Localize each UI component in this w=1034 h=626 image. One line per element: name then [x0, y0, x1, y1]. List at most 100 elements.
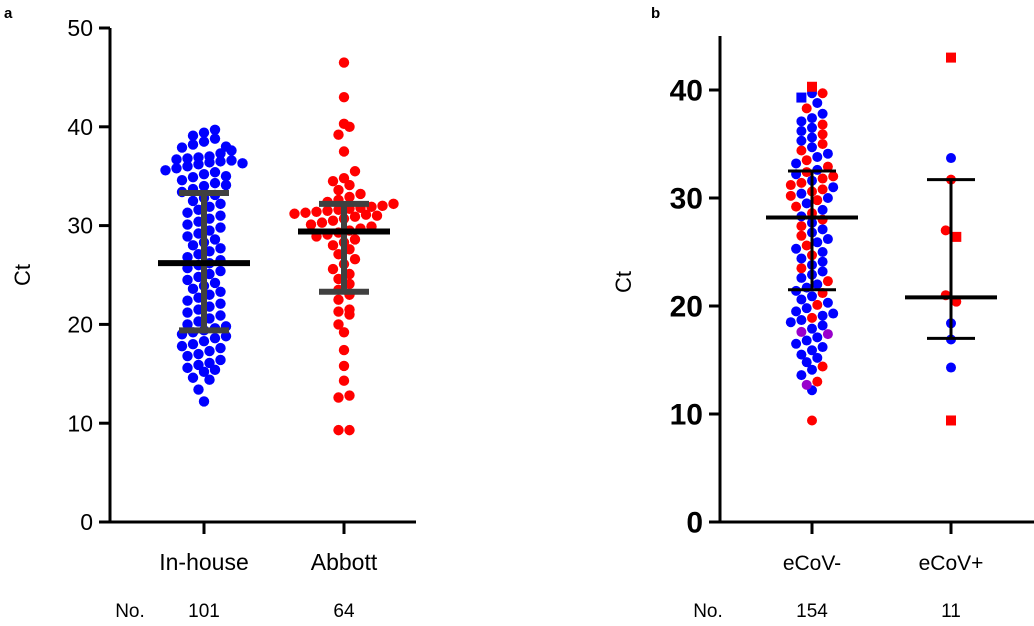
data-point [182, 295, 193, 306]
panel-a-count-inhouse: 101 [188, 601, 220, 622]
data-point [349, 166, 361, 177]
data-point [349, 211, 361, 222]
data-point [344, 424, 355, 436]
data-point [801, 155, 812, 166]
panel-b-chart: 0 10 20 30 40 eCoV-eCoV+ Ct No. 154 11 [611, 36, 1034, 622]
data-point [812, 195, 823, 206]
data-point [796, 126, 807, 137]
data-point [796, 116, 807, 127]
data-point [305, 219, 317, 230]
data-point [828, 308, 839, 319]
data-point [822, 234, 833, 245]
data-point [220, 331, 232, 342]
data-point [198, 396, 210, 407]
data-point [187, 130, 199, 141]
y-tick-label: 50 [67, 15, 93, 41]
data-point [344, 304, 355, 315]
data-point [209, 333, 221, 344]
data-point [807, 323, 817, 334]
data-point [204, 357, 215, 369]
data-point [822, 297, 833, 308]
data-point [807, 312, 817, 323]
data-point [349, 234, 361, 245]
data-point [817, 184, 828, 195]
data-point [322, 205, 333, 216]
data-point [182, 350, 193, 362]
data-point [807, 345, 817, 356]
data-point [204, 151, 215, 162]
data-point [817, 119, 828, 130]
data-point [822, 193, 833, 203]
data-point [215, 243, 226, 254]
data-point [807, 364, 817, 375]
data-point [801, 357, 812, 368]
data-point [209, 124, 221, 135]
data-point [226, 155, 237, 166]
data-point [807, 81, 817, 92]
y-tick-label: 40 [670, 75, 703, 108]
data-point [327, 175, 339, 187]
data-point [198, 180, 210, 192]
x-tick-label: eCoV+ [919, 552, 984, 575]
data-point [327, 215, 339, 226]
y-tick-label: 10 [67, 410, 93, 436]
data-point [338, 146, 350, 157]
data-point [785, 180, 796, 191]
data-point [817, 266, 828, 277]
data-point [182, 231, 193, 242]
data-point [828, 171, 839, 182]
data-point [807, 142, 817, 153]
data-point [193, 152, 204, 163]
data-point [327, 240, 339, 251]
data-point [807, 122, 817, 133]
panel-a-error-bars [158, 189, 390, 334]
data-point [333, 306, 344, 317]
data-point [817, 204, 828, 215]
panel-b-counts-label: No. [693, 601, 723, 622]
data-point [300, 207, 311, 218]
y-tick-label: 30 [670, 183, 703, 216]
data-point [812, 332, 823, 343]
data-point [377, 200, 388, 212]
data-point [349, 253, 361, 265]
data-point [187, 195, 199, 207]
data-point [785, 317, 796, 328]
data-point [176, 174, 188, 186]
data-point [812, 237, 823, 248]
y-tick-label: 10 [670, 399, 703, 432]
data-point [193, 348, 204, 360]
data-point [388, 198, 399, 210]
data-point [946, 415, 956, 426]
data-point [209, 177, 221, 189]
data-point [791, 306, 802, 317]
panel-b-x-ticks: eCoV-eCoV+ [783, 522, 984, 575]
data-point [822, 276, 833, 287]
data-point [951, 231, 962, 242]
data-point [796, 221, 807, 232]
data-point [182, 274, 193, 286]
y-tick-label: 0 [80, 509, 93, 535]
x-tick-label: In-house [159, 549, 249, 575]
panel-b-y-ticks: 0 10 20 30 40 [670, 75, 720, 540]
data-point [198, 169, 210, 180]
data-point [187, 240, 199, 251]
data-point [215, 354, 226, 366]
panel-a-y-ticks: 0 10 20 30 40 50 [67, 15, 110, 535]
data-point [796, 315, 807, 326]
data-point [940, 225, 951, 236]
data-point [812, 376, 823, 387]
data-point [791, 243, 802, 254]
y-tick-label: 40 [67, 114, 93, 140]
data-point [371, 210, 383, 221]
data-point [182, 362, 193, 374]
data-point [817, 224, 828, 235]
data-point [796, 370, 807, 381]
data-point [796, 272, 807, 283]
data-point [171, 163, 182, 174]
panel-a-x-ticks: In-house Abbott [159, 522, 378, 575]
data-point [817, 310, 828, 321]
data-point [316, 217, 328, 228]
data-point [801, 303, 812, 314]
data-point [182, 153, 193, 164]
